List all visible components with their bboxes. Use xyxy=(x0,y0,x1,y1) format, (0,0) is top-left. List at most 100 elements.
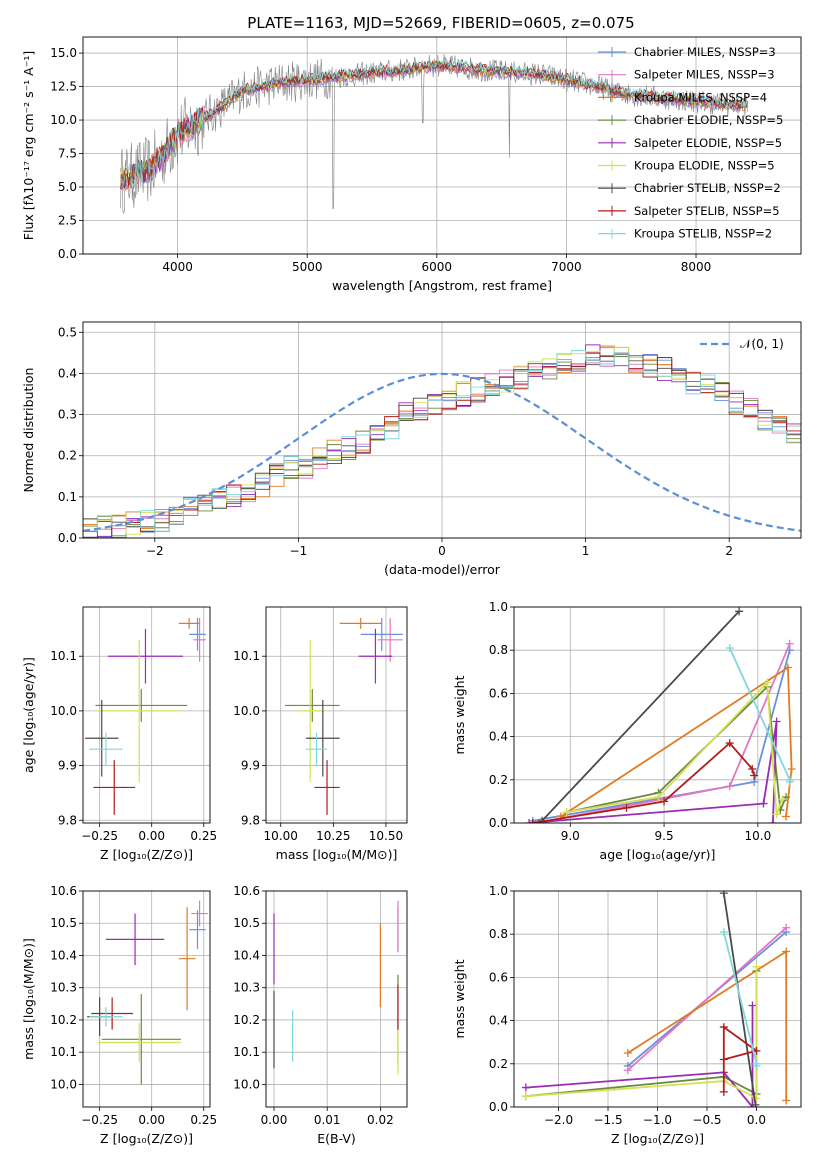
ticks: 10.00 10.25 10.50 9.8 9.9 10.0 10.1 xyxy=(233,649,403,843)
mass-weight-point xyxy=(763,678,772,687)
x-tick-label: −1.0 xyxy=(643,1113,672,1127)
y-tick-label: 0.0 xyxy=(489,1100,508,1114)
x-tick-label: 0 xyxy=(438,544,446,558)
x-tick-label: 0.0 xyxy=(747,1113,766,1127)
axes-frame xyxy=(265,606,408,824)
x-tick-label: 2 xyxy=(725,544,733,558)
legend-entry: Salpeter ELODIE, NSSP=5 xyxy=(634,136,782,150)
mass-weight-point xyxy=(772,717,781,726)
y-tick-label: 9.8 xyxy=(241,813,260,827)
y-tick-label: 0.6 xyxy=(489,970,508,984)
mass-weight-point xyxy=(725,644,734,653)
x-tick-label: 4000 xyxy=(162,260,193,274)
y-tick-label: 9.9 xyxy=(58,759,77,773)
errorbar-point xyxy=(105,913,165,966)
grid xyxy=(83,322,801,539)
mass-weight-point xyxy=(719,1087,728,1096)
spectrum-model-line xyxy=(120,57,749,186)
y-axis-label: Normed distribution xyxy=(21,368,36,493)
x-tick-label: 0.02 xyxy=(367,1113,394,1127)
x-tick-label: 6000 xyxy=(422,260,453,274)
plot-area xyxy=(87,900,208,1085)
ticks: −0.25 0.00 0.25 9.8 9.9 10.0 10.1 xyxy=(50,649,217,843)
mass-weight-point xyxy=(719,928,728,937)
x-tick-label: −2 xyxy=(146,544,164,558)
y-tick-label: 0.6 xyxy=(489,686,508,700)
mass-weight-point xyxy=(521,1092,530,1101)
errorbar-point xyxy=(191,900,208,927)
mass-weight-point xyxy=(772,810,781,819)
errorbar-point xyxy=(314,760,340,815)
y-tick-label: 0.4 xyxy=(58,366,77,380)
mass-weight-line xyxy=(541,610,740,822)
y-tick-label: 0.3 xyxy=(58,408,77,422)
x-tick-label: 0.25 xyxy=(190,829,217,843)
grid xyxy=(514,890,801,1108)
mass-weight-point xyxy=(785,639,794,648)
mass-weight-point xyxy=(785,777,794,786)
mass-weight-point xyxy=(782,923,791,932)
errorbar-point xyxy=(89,1007,123,1027)
x-axis-label: Z [log₁₀(Z/Z⊙)] xyxy=(100,1131,193,1146)
normal-curve xyxy=(83,372,801,532)
errorbar-point xyxy=(178,617,200,629)
y-tick-label: 0.0 xyxy=(58,247,77,261)
legend-entry: Salpeter MILES, NSSP=3 xyxy=(634,68,775,82)
errorbar-point xyxy=(358,628,393,684)
errorbar-point xyxy=(97,639,181,782)
y-tick-label: 10.5 xyxy=(50,916,77,930)
errorbar-point xyxy=(91,997,133,1030)
mass-weight-line xyxy=(722,931,758,1066)
x-tick-label: 10.50 xyxy=(369,829,403,843)
panel-mass-vs-Z: −0.25 0.00 0.25 10.0 10.1 10.2 10.3 10.4 10.5 10.… xyxy=(21,884,217,1146)
axes-frame xyxy=(82,36,802,255)
mass-weight-line xyxy=(566,680,784,815)
mass-weight-point xyxy=(719,1055,728,1064)
mass-weight-point xyxy=(748,1001,757,1010)
mass-weight-point xyxy=(781,812,790,821)
mass-weight-point xyxy=(752,962,761,971)
mass-weight-point xyxy=(748,765,757,773)
y-tick-label: 10.6 xyxy=(233,884,260,898)
legend-entry: Chabrier ELODIE, NSSP=5 xyxy=(634,113,783,127)
errorbar-point xyxy=(295,639,325,782)
x-axis-label: (data-model)/error xyxy=(384,562,501,577)
plot-area xyxy=(284,617,403,815)
mass-weight-point xyxy=(725,739,734,748)
x-tick-label: 0.00 xyxy=(261,1113,288,1127)
mass-weight-point xyxy=(759,799,768,808)
x-tick-label: 10.25 xyxy=(316,829,350,843)
mass-weight-point xyxy=(521,1083,530,1092)
y-tick-label: 0.2 xyxy=(489,1057,508,1071)
y-tick-label: 10.3 xyxy=(233,981,260,995)
legend-entry: Kroupa MILES, NSSP=4 xyxy=(634,90,767,104)
mass-weight-point xyxy=(623,1049,632,1057)
plot-area xyxy=(83,344,801,538)
x-tick-label: 0.01 xyxy=(314,1113,341,1127)
plot-area xyxy=(521,891,791,1107)
panel-mass-weight-vs-Z: −2.0 −1.5 −1.0 −0.5 0.0 0.0 0.2 0.4 0.6 0.8 1.0 Z [… xyxy=(452,884,802,1146)
y-tick-label: 10.0 xyxy=(233,704,260,718)
legend-entry: Chabrier STELIB, NSSP=2 xyxy=(634,181,781,195)
x-tick-label: 1 xyxy=(582,544,590,558)
x-tick-label: 9.5 xyxy=(655,829,674,843)
grid xyxy=(83,890,210,1107)
y-tick-label: 10.3 xyxy=(50,981,77,995)
y-tick-label: 10.2 xyxy=(233,1013,260,1027)
residual-histogram xyxy=(83,352,801,538)
y-tick-label: 10.6 xyxy=(50,884,77,898)
errorbar-point xyxy=(85,699,119,777)
legend-entry: Chabrier MILES, NSSP=3 xyxy=(634,45,776,59)
mass-weight-line xyxy=(560,665,793,818)
figure-title: PLATE=1163, MJD=52669, FIBERID=0605, z=0… xyxy=(247,14,634,32)
axes-frame xyxy=(82,890,211,1108)
y-tick-label: 10.4 xyxy=(233,948,260,962)
y-tick-label: 2.5 xyxy=(58,214,77,228)
mass-weight-point xyxy=(752,1061,761,1070)
ticks: −2.0 −1.5 −1.0 −0.5 0.0 0.0 0.2 0.4 0.6 0.8 1.0 xyxy=(489,884,766,1127)
x-tick-label: −0.25 xyxy=(81,829,118,843)
y-tick-label: 5.0 xyxy=(58,180,77,194)
mass-weight-point xyxy=(725,782,734,791)
y-tick-label: 0.0 xyxy=(58,531,77,545)
